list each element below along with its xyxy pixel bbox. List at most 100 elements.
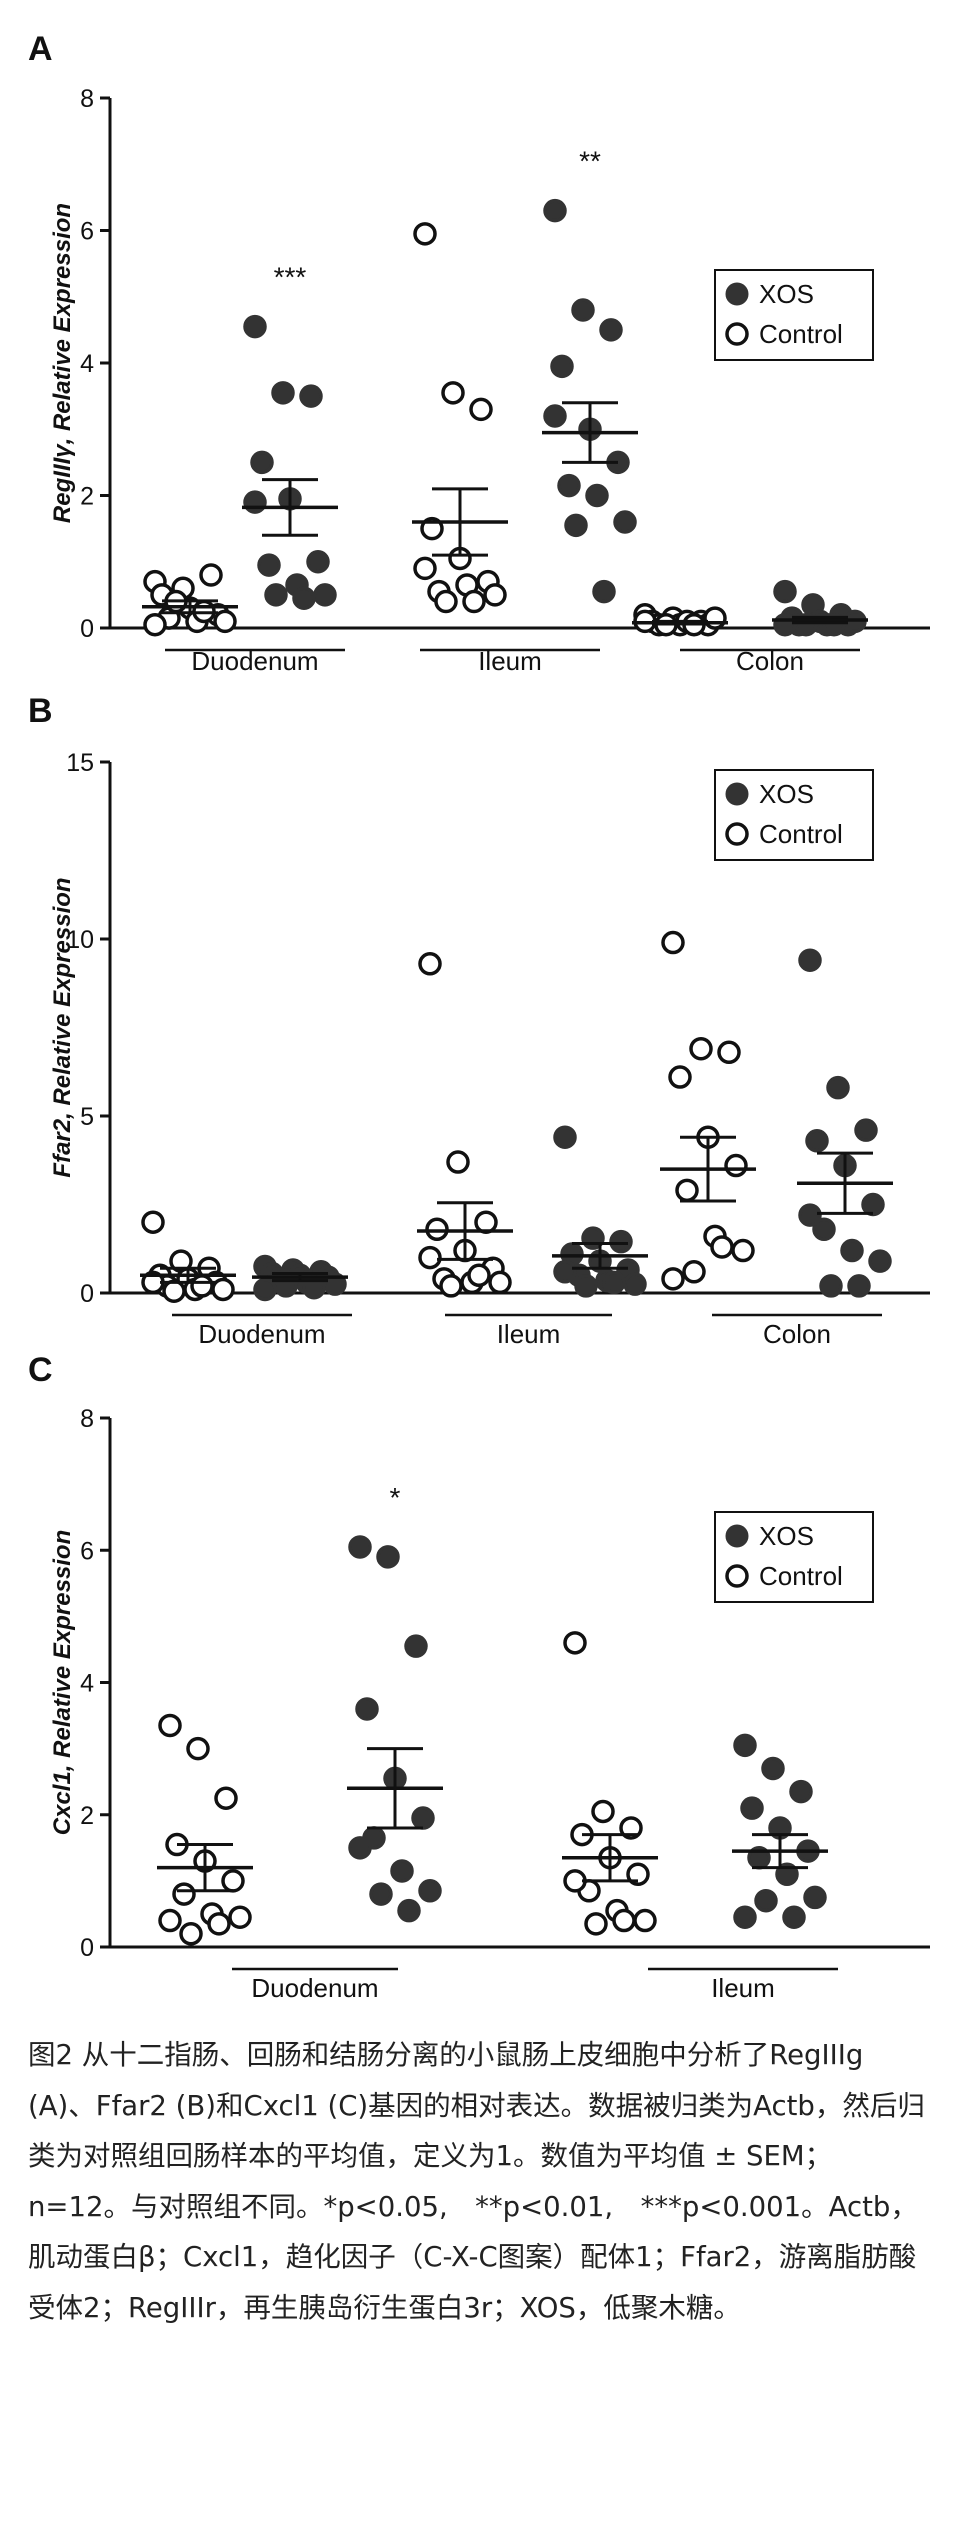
y-tick-label: 15 (66, 749, 94, 777)
xos-point (599, 318, 623, 342)
control-point (668, 1065, 692, 1089)
control-point (469, 397, 493, 422)
legend-xos-label: XOS (759, 279, 814, 309)
group-label: Duodenum (251, 1973, 378, 2000)
xos-point (798, 948, 822, 972)
group-label: Colon (736, 646, 804, 676)
xos-point (250, 450, 274, 475)
group-label: Ileum (497, 1319, 561, 1349)
panel-label: B (28, 692, 53, 730)
control-point (214, 1786, 238, 1810)
control-point (467, 1263, 491, 1288)
legend-control-label: Control (759, 1561, 843, 1591)
xos-point (543, 198, 567, 223)
control-point (172, 1882, 196, 1906)
control-point (710, 1235, 734, 1259)
control-point (591, 1799, 615, 1824)
xos-point (369, 1882, 393, 1906)
xos-point (803, 1885, 827, 1910)
significance-marker: ** (579, 146, 601, 177)
xos-point (805, 1129, 829, 1153)
control-point (141, 1210, 165, 1234)
control-point (190, 1274, 214, 1298)
control-point (717, 1040, 741, 1065)
y-tick-label: 4 (80, 1670, 94, 1698)
y-axis-label: Cxcl1, Relative Expression (49, 1530, 76, 1835)
xos-point (775, 1862, 799, 1887)
legend-xos-marker (725, 1524, 749, 1548)
xos-point (418, 1879, 442, 1903)
control-point (199, 563, 223, 587)
control-point (474, 1210, 498, 1234)
control-point (213, 609, 237, 634)
group-label: Ileum (711, 1973, 775, 2000)
xos-point (773, 579, 797, 604)
xos-point (733, 1905, 757, 1929)
legend-control-label: Control (759, 819, 843, 849)
xos-point (847, 1274, 871, 1298)
significance-marker: * (390, 1482, 401, 1513)
xos-point (789, 1779, 813, 1804)
panel-label: C (28, 1351, 53, 1389)
control-point (413, 222, 437, 246)
xos-point (264, 583, 288, 607)
control-point (413, 556, 437, 581)
y-tick-label: 0 (80, 1280, 94, 1308)
xos-point (571, 298, 595, 322)
xos-point (404, 1634, 428, 1658)
y-tick-label: 5 (80, 1103, 94, 1131)
y-tick-label: 0 (80, 615, 94, 643)
control-point (143, 612, 167, 637)
control-point (731, 1238, 755, 1263)
xos-point (585, 483, 609, 508)
xos-point (798, 1203, 822, 1227)
y-tick-label: 6 (80, 1537, 94, 1565)
y-tick-label: 8 (80, 85, 94, 113)
control-point (186, 1736, 210, 1761)
control-point (682, 1260, 706, 1284)
xos-point (754, 1888, 778, 1913)
control-point (626, 1862, 650, 1887)
legend-control-marker (725, 322, 749, 346)
control-point (228, 1905, 252, 1929)
xos-point (553, 1260, 577, 1284)
panel-label: A (28, 30, 53, 68)
xos-point (819, 1274, 843, 1298)
y-tick-label: 2 (80, 483, 94, 511)
group-label: Duodenum (191, 646, 318, 676)
control-point (158, 1908, 182, 1933)
xos-point (253, 1277, 277, 1302)
control-point (462, 589, 486, 614)
xos-point (306, 550, 330, 574)
xos-point (274, 1274, 298, 1298)
legend-xos-marker (725, 282, 749, 306)
legend-xos-label: XOS (759, 1521, 814, 1551)
control-point (207, 1912, 231, 1936)
xos-point (243, 314, 267, 339)
group-label: Colon (763, 1319, 831, 1349)
xos-point (861, 1192, 885, 1217)
legend-control-label: Control (759, 319, 843, 349)
xos-point (782, 1905, 806, 1929)
control-point (689, 1036, 713, 1061)
xos-point (376, 1545, 400, 1569)
legend-xos-marker (725, 782, 749, 806)
xos-point (257, 553, 281, 577)
xos-point (868, 1249, 892, 1273)
y-tick-label: 0 (80, 1934, 94, 1962)
xos-point (390, 1859, 414, 1883)
xos-point (550, 354, 574, 379)
control-point (483, 583, 507, 607)
xos-point (355, 1697, 379, 1721)
xos-point (840, 1238, 864, 1263)
xos-point (613, 510, 637, 534)
xos-point (854, 1118, 878, 1142)
xos-point (623, 1272, 647, 1296)
xos-point (564, 513, 588, 538)
control-point (446, 1150, 470, 1174)
figure: A 0 2 4 6 8 RegIIIγ, Relative Expression Duoden… (28, 30, 930, 2000)
y-tick-label: 4 (80, 350, 94, 378)
y-axis-label: Ffar2, Relative Expression (49, 877, 76, 1177)
xos-point (826, 1075, 850, 1100)
xos-point (592, 579, 616, 604)
